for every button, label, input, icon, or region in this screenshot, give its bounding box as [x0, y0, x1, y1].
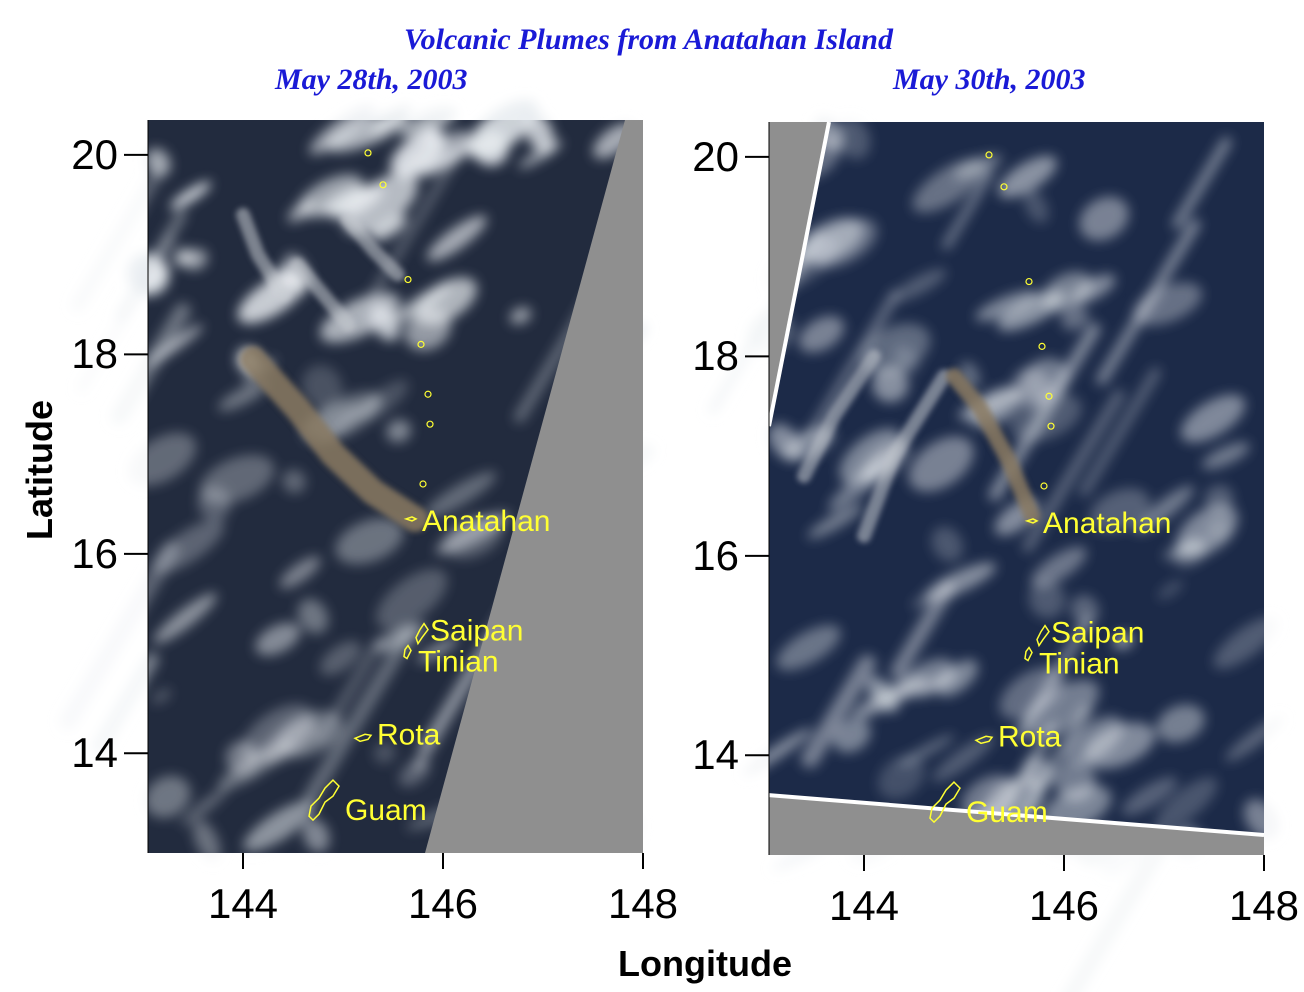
place-label-saipan: Saipan	[1051, 617, 1144, 650]
x-tick-label: 148	[607, 880, 679, 927]
secondary-plume	[341, 212, 405, 282]
coastline	[1036, 624, 1050, 648]
secondary-plumes	[236, 207, 405, 332]
islet-outline	[985, 151, 993, 159]
coastline	[974, 735, 994, 745]
islet-outline	[364, 149, 372, 157]
coastline	[1024, 646, 1033, 662]
place-label-rota: Rota	[377, 718, 441, 751]
y-tick-label: 14	[71, 729, 118, 777]
swath-edge-bottom	[768, 793, 1265, 838]
island-saipan: Saipan	[415, 615, 523, 648]
x-tick-label: 146	[407, 880, 479, 927]
islet-outline	[417, 340, 425, 348]
place-label-guam: Guam	[345, 794, 427, 827]
coastline	[403, 516, 418, 522]
island-anatahan: Anatahan	[403, 505, 550, 538]
place-label-saipan: Saipan	[430, 615, 523, 648]
x-axis-title: Longitude	[618, 943, 792, 984]
islet-outline	[426, 420, 434, 428]
islet-outline	[404, 275, 412, 284]
coastline	[1024, 518, 1039, 524]
place-label-tinian: Tinian	[418, 646, 499, 679]
y-tick-label: 18	[692, 332, 739, 380]
islet-outline	[1045, 392, 1053, 400]
secondary-plume	[291, 257, 355, 332]
islet-outline	[1038, 342, 1046, 350]
coastline	[353, 733, 373, 743]
secondary-plume	[797, 349, 881, 484]
coastline	[403, 644, 412, 660]
y-tick-label: 14	[692, 731, 739, 779]
place-label-tinian: Tinian	[1039, 648, 1120, 681]
coastline	[415, 622, 429, 646]
panel-2-date: May 30th, 2003	[893, 63, 1086, 96]
islet-outline	[419, 480, 427, 488]
island-guam: Guam	[308, 779, 427, 827]
no-data-region-bottom	[769, 795, 1264, 855]
y-tick-label: 18	[71, 330, 118, 378]
secondary-plume	[857, 369, 951, 543]
x-tick-label: 144	[828, 882, 900, 929]
islet-outline	[1025, 277, 1033, 286]
x-tick-label: 148	[1228, 882, 1300, 929]
no-data-region	[425, 120, 643, 853]
secondary-plumes	[797, 349, 951, 543]
islet-outline	[1000, 183, 1008, 191]
island-anatahan: Anatahan	[1024, 507, 1171, 540]
volcanic-plume	[240, 346, 428, 532]
y-tick-label: 20	[71, 130, 118, 178]
island-guam: Guam	[929, 781, 1048, 829]
island-saipan: Saipan	[1036, 617, 1144, 650]
coastline	[929, 781, 961, 824]
island-tinian: Tinian	[1024, 646, 1120, 681]
place-label-guam: Guam	[966, 796, 1048, 829]
place-label-rota: Rota	[998, 720, 1062, 753]
island-tinian: Tinian	[403, 644, 499, 679]
y-tick-label: 16	[71, 529, 118, 577]
place-label-anatahan: Anatahan	[422, 505, 550, 538]
secondary-plume	[236, 207, 290, 302]
islet-outline	[1047, 422, 1055, 430]
y-tick-label: 20	[692, 132, 739, 180]
coastline	[308, 779, 340, 822]
x-tick-label: 146	[1028, 882, 1100, 929]
y-tick-label: 16	[692, 531, 739, 579]
volcanic-plume	[946, 368, 1040, 524]
islet-outline	[379, 181, 387, 189]
islet-outline	[424, 390, 432, 398]
island-rota: Rota	[353, 718, 441, 751]
swath-edge-left	[767, 121, 831, 427]
place-label-anatahan: Anatahan	[1043, 507, 1171, 540]
x-tick-label: 144	[207, 880, 279, 927]
figure-title: Volcanic Plumes from Anatahan Island	[404, 23, 893, 56]
island-rota: Rota	[974, 720, 1062, 753]
cloud-layer	[708, 116, 1285, 992]
panel-1-date: May 28th, 2003	[275, 63, 468, 96]
islet-outline	[1040, 482, 1048, 490]
